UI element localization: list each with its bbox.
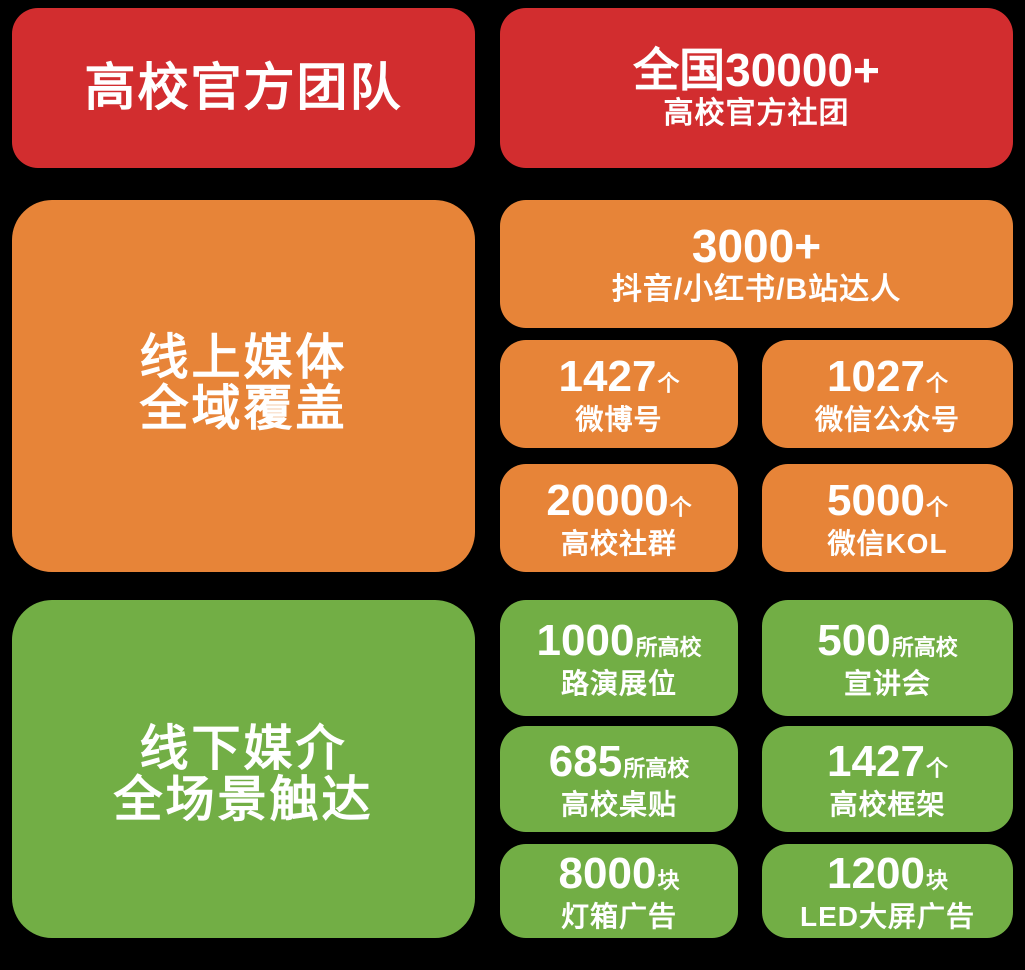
- stat-label: 高校社群: [560, 527, 677, 559]
- stat-number: 500: [817, 615, 891, 665]
- panel-line-1: 线上媒体: [139, 330, 348, 385]
- stat-number: 685: [548, 736, 623, 786]
- stat-number: 8000: [558, 848, 657, 898]
- stat-number: 20000: [546, 475, 669, 525]
- card-roadshow-booths-stat: 1000 所高校 路演展位: [500, 600, 738, 716]
- stat-number-row: 1200 块: [827, 848, 948, 898]
- stat-label: 高校官方社团: [663, 97, 850, 131]
- stat-number-row: 500 所高校: [817, 615, 958, 665]
- stat-number-row: 1427 个: [558, 351, 680, 401]
- card-campus-communities-stat: 20000 个 高校社群: [500, 464, 738, 572]
- card-nationwide-clubs-stat: 全国30000+ 高校官方社团: [500, 8, 1013, 168]
- stat-number-row: 8000 块: [558, 848, 680, 898]
- card-online-influencers-stat: 3000+ 抖音/小红书/B站达人: [500, 200, 1013, 328]
- panel-online-media-coverage: 线上媒体 全域覆盖: [12, 200, 475, 572]
- stat-unit: 块: [925, 867, 948, 893]
- stat-label: 灯箱广告: [560, 900, 677, 932]
- stat-unit: 所高校: [891, 634, 958, 660]
- stat-unit: 个: [925, 494, 948, 520]
- card-university-official-team: 高校官方团队: [12, 8, 475, 168]
- card-campus-desk-stickers-stat: 685 所高校 高校桌贴: [500, 726, 738, 832]
- stat-unit: 块: [657, 867, 680, 893]
- panel-line-2: 全域覆盖: [139, 382, 348, 436]
- stat-label: 高校桌贴: [560, 788, 677, 820]
- stat-label: 微信公众号: [814, 403, 960, 435]
- stat-label: LED大屏广告: [799, 900, 975, 932]
- stat-label: 微信KOL: [827, 527, 948, 559]
- panel-offline-media-reach: 线下媒介 全场景触达: [12, 600, 475, 938]
- card-campus-frames-stat: 1427 个 高校框架: [762, 726, 1013, 832]
- card-weibo-accounts-stat: 1427 个 微博号: [500, 340, 738, 448]
- stat-label: 抖音/小红书/B站达人: [611, 273, 902, 307]
- card-led-screen-ads-stat: 1200 块 LED大屏广告: [762, 844, 1013, 938]
- stat-number-row: 1027 个: [827, 351, 948, 401]
- stat-unit: 个: [657, 370, 680, 396]
- card-wechat-kol-stat: 5000 个 微信KOL: [762, 464, 1013, 572]
- stat-number: 5000: [827, 475, 925, 525]
- stat-number: 1427: [558, 351, 657, 401]
- stat-number-row: 3000+: [692, 222, 821, 270]
- stat-number-row: 1427 个: [827, 736, 948, 786]
- stat-number: 3000+: [691, 220, 822, 273]
- stat-number: 全国30000+: [633, 44, 880, 97]
- stat-unit: 个: [925, 755, 948, 781]
- stat-number-row: 685 所高校: [548, 736, 690, 786]
- panel-text-stack: 线上媒体 全域覆盖: [139, 330, 348, 436]
- panel-text-stack: 线下媒介 全场景触达: [113, 721, 374, 827]
- stat-label: 高校框架: [829, 788, 946, 820]
- stat-label: 宣讲会: [843, 667, 931, 699]
- stat-unit: 个: [669, 494, 692, 520]
- stat-number-row: 1000 所高校: [536, 615, 702, 665]
- card-wechat-official-accounts-stat: 1027 个 微信公众号: [762, 340, 1013, 448]
- stat-label: 路演展位: [560, 667, 677, 699]
- panel-line-1: 线下媒介: [139, 721, 348, 776]
- stat-number-row: 20000 个: [546, 475, 692, 525]
- card-title-text: 高校官方团队: [84, 59, 403, 117]
- stat-unit: 个: [925, 370, 948, 396]
- stat-number: 1427: [827, 736, 925, 786]
- stat-label: 微博号: [575, 403, 663, 435]
- panel-line-2: 全场景触达: [113, 773, 374, 827]
- stat-number: 1200: [827, 848, 925, 898]
- stat-number-row: 全国30000+: [633, 46, 880, 94]
- card-info-sessions-stat: 500 所高校 宣讲会: [762, 600, 1013, 716]
- stat-number: 1000: [536, 615, 635, 665]
- stat-number: 1027: [827, 351, 925, 401]
- card-lightbox-ads-stat: 8000 块 灯箱广告: [500, 844, 738, 938]
- stat-unit: 所高校: [623, 755, 690, 781]
- stat-number-row: 5000 个: [827, 475, 948, 525]
- stat-unit: 所高校: [635, 634, 702, 660]
